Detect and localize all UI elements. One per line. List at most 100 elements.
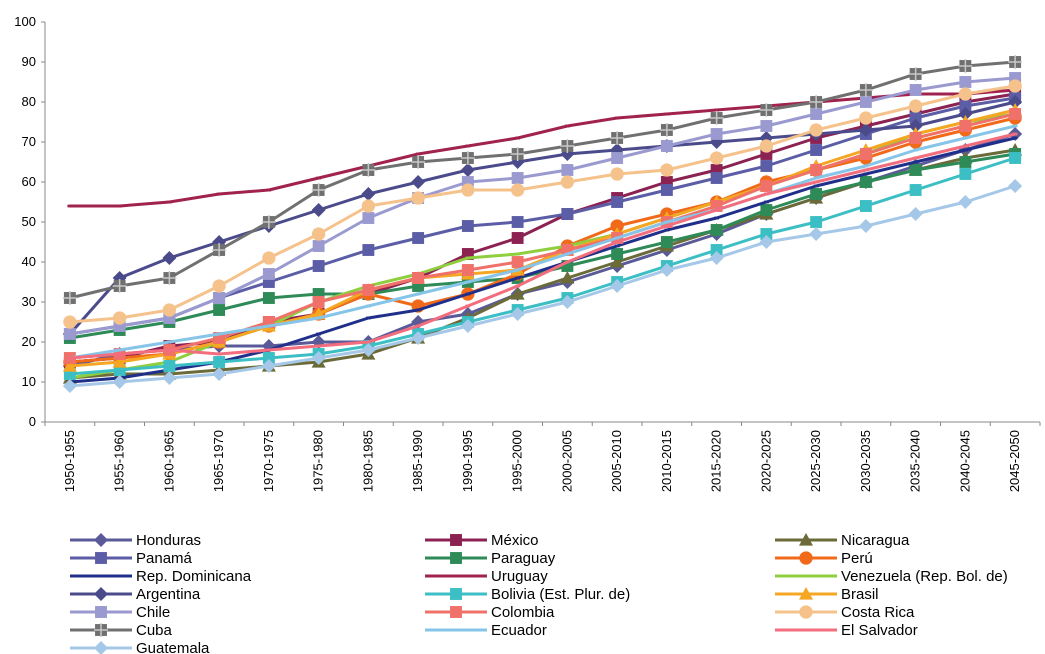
data-point-rep-dominicana: [365, 316, 371, 320]
x-tick-label: 2010-2015: [659, 430, 674, 492]
data-point-costa-rica: [958, 87, 973, 101]
legend-label: El Salvador: [841, 622, 918, 639]
x-tick-label: 1960-1965: [161, 430, 176, 492]
data-point-nicaragua: [610, 255, 625, 268]
data-point-colombia: [710, 200, 723, 212]
data-point-bolivia-est-plur-de: [859, 200, 872, 212]
legend-label: Honduras: [136, 532, 201, 549]
data-point-uruguay: [614, 116, 620, 120]
data-point-colombia: [959, 120, 972, 132]
y-tick-label: 50: [22, 214, 36, 229]
legend-label: Nicaragua: [841, 532, 910, 549]
data-point-costa-rica: [162, 303, 177, 317]
legend-label: Bolivia (Est. Plur. de): [491, 586, 630, 603]
data-point-panama: [561, 208, 574, 220]
data-point-mexico: [660, 176, 673, 188]
data-point-guatemala: [311, 351, 326, 365]
data-point-guatemala: [162, 371, 177, 385]
series-chile: [63, 72, 1022, 340]
data-point-rep-dominicana: [415, 308, 421, 312]
data-point-cuba: [709, 111, 724, 125]
data-point-cuba: [1008, 55, 1023, 69]
data-point-guatemala: [510, 307, 525, 321]
x-tick-label: 2005-2010: [609, 430, 624, 492]
data-point-uruguay: [67, 204, 73, 208]
legend-marker: [94, 641, 108, 654]
data-point-rep-dominicana: [515, 276, 521, 280]
x-tick-label: 2015-2020: [709, 430, 724, 492]
data-point-cuba: [460, 151, 475, 165]
axes: 0 10 20 30 40 50 60 70 80 90 100 1950-1955 1955-1960…: [14, 14, 1041, 492]
legend-label: Costa Rica: [841, 604, 915, 621]
data-point-ecuador: [813, 176, 819, 180]
series-line-el-salvador: [69, 132, 1016, 360]
legend-label: Brasil: [841, 586, 879, 603]
data-point-costa-rica: [908, 99, 923, 113]
data-point-paraguay: [312, 288, 325, 300]
series-line-costa-rica: [69, 84, 1016, 324]
data-point-paraguay: [213, 304, 226, 316]
data-point-cuba: [659, 123, 674, 137]
series-line-argentina: [68, 100, 1016, 335]
data-point-costa-rica: [411, 191, 425, 205]
data-point-el-salvador: [266, 348, 272, 352]
data-point-rep-dominicana: [813, 184, 819, 188]
data-point-bolivia-est-plur-de: [163, 360, 176, 372]
data-point-el-salvador: [166, 348, 172, 352]
y-tick-label: 80: [22, 94, 36, 109]
x-tick-label: 1995-2000: [510, 430, 525, 492]
data-point-cuba: [908, 67, 923, 81]
legend-item-colombia: Colombia: [425, 604, 555, 621]
series-line-bolivia-est-plur-de: [69, 156, 1016, 376]
y-tick-label: 100: [14, 14, 36, 29]
series-ecuador: [67, 124, 1018, 360]
data-point-mexico: [710, 164, 723, 176]
data-point-guatemala: [112, 375, 127, 389]
legend-item-mexico: México: [425, 532, 539, 549]
data-point-paraguay: [412, 280, 425, 292]
legend-item-cuba: Cuba: [70, 622, 173, 639]
data-point-colombia: [262, 316, 275, 328]
data-point-bolivia-est-plur-de: [113, 364, 126, 376]
data-point-cuba: [411, 155, 426, 169]
legend-label: Perú: [841, 550, 873, 567]
data-point-el-salvador: [813, 180, 819, 184]
data-point-uruguay: [117, 204, 123, 208]
legend-label: Colombia: [491, 604, 555, 621]
data-point-bolivia-est-plur-de: [760, 228, 773, 240]
data-point-colombia: [561, 244, 574, 256]
data-point-uruguay: [515, 136, 521, 140]
legend-label: Paraguay: [491, 550, 556, 567]
data-point-el-salvador: [365, 340, 371, 344]
y-tick-label: 40: [22, 254, 36, 269]
data-point-bolivia-est-plur-de: [959, 168, 972, 180]
legend-marker: [98, 574, 104, 578]
data-point-paraguay: [810, 188, 823, 200]
data-point-costa-rica: [660, 163, 674, 177]
data-point-argentina: [361, 187, 376, 201]
data-point-costa-rica: [859, 111, 873, 125]
data-point-colombia: [461, 264, 474, 276]
data-point-cuba: [162, 271, 177, 285]
legend-marker: [453, 628, 459, 632]
data-point-uruguay: [564, 124, 570, 128]
x-tick-label: 2030-2035: [858, 430, 873, 492]
data-point-panama: [312, 260, 325, 272]
legend-label: Ecuador: [491, 622, 547, 639]
data-point-guatemala: [908, 207, 923, 221]
data-point-el-salvador: [67, 356, 73, 360]
data-point-panama: [461, 220, 474, 232]
data-point-rep-dominicana: [614, 244, 620, 248]
data-point-ecuador: [415, 292, 421, 296]
legend-marker: [94, 587, 108, 601]
series-lines: [62, 55, 1023, 393]
data-point-guatemala: [709, 251, 724, 265]
data-point-cuba: [261, 215, 276, 229]
data-point-costa-rica: [560, 175, 575, 189]
data-point-colombia: [312, 296, 325, 308]
y-tick-label: 60: [22, 174, 36, 189]
data-point-argentina: [311, 203, 326, 217]
data-point-argentina: [958, 107, 973, 121]
data-point-paraguay: [660, 236, 673, 248]
